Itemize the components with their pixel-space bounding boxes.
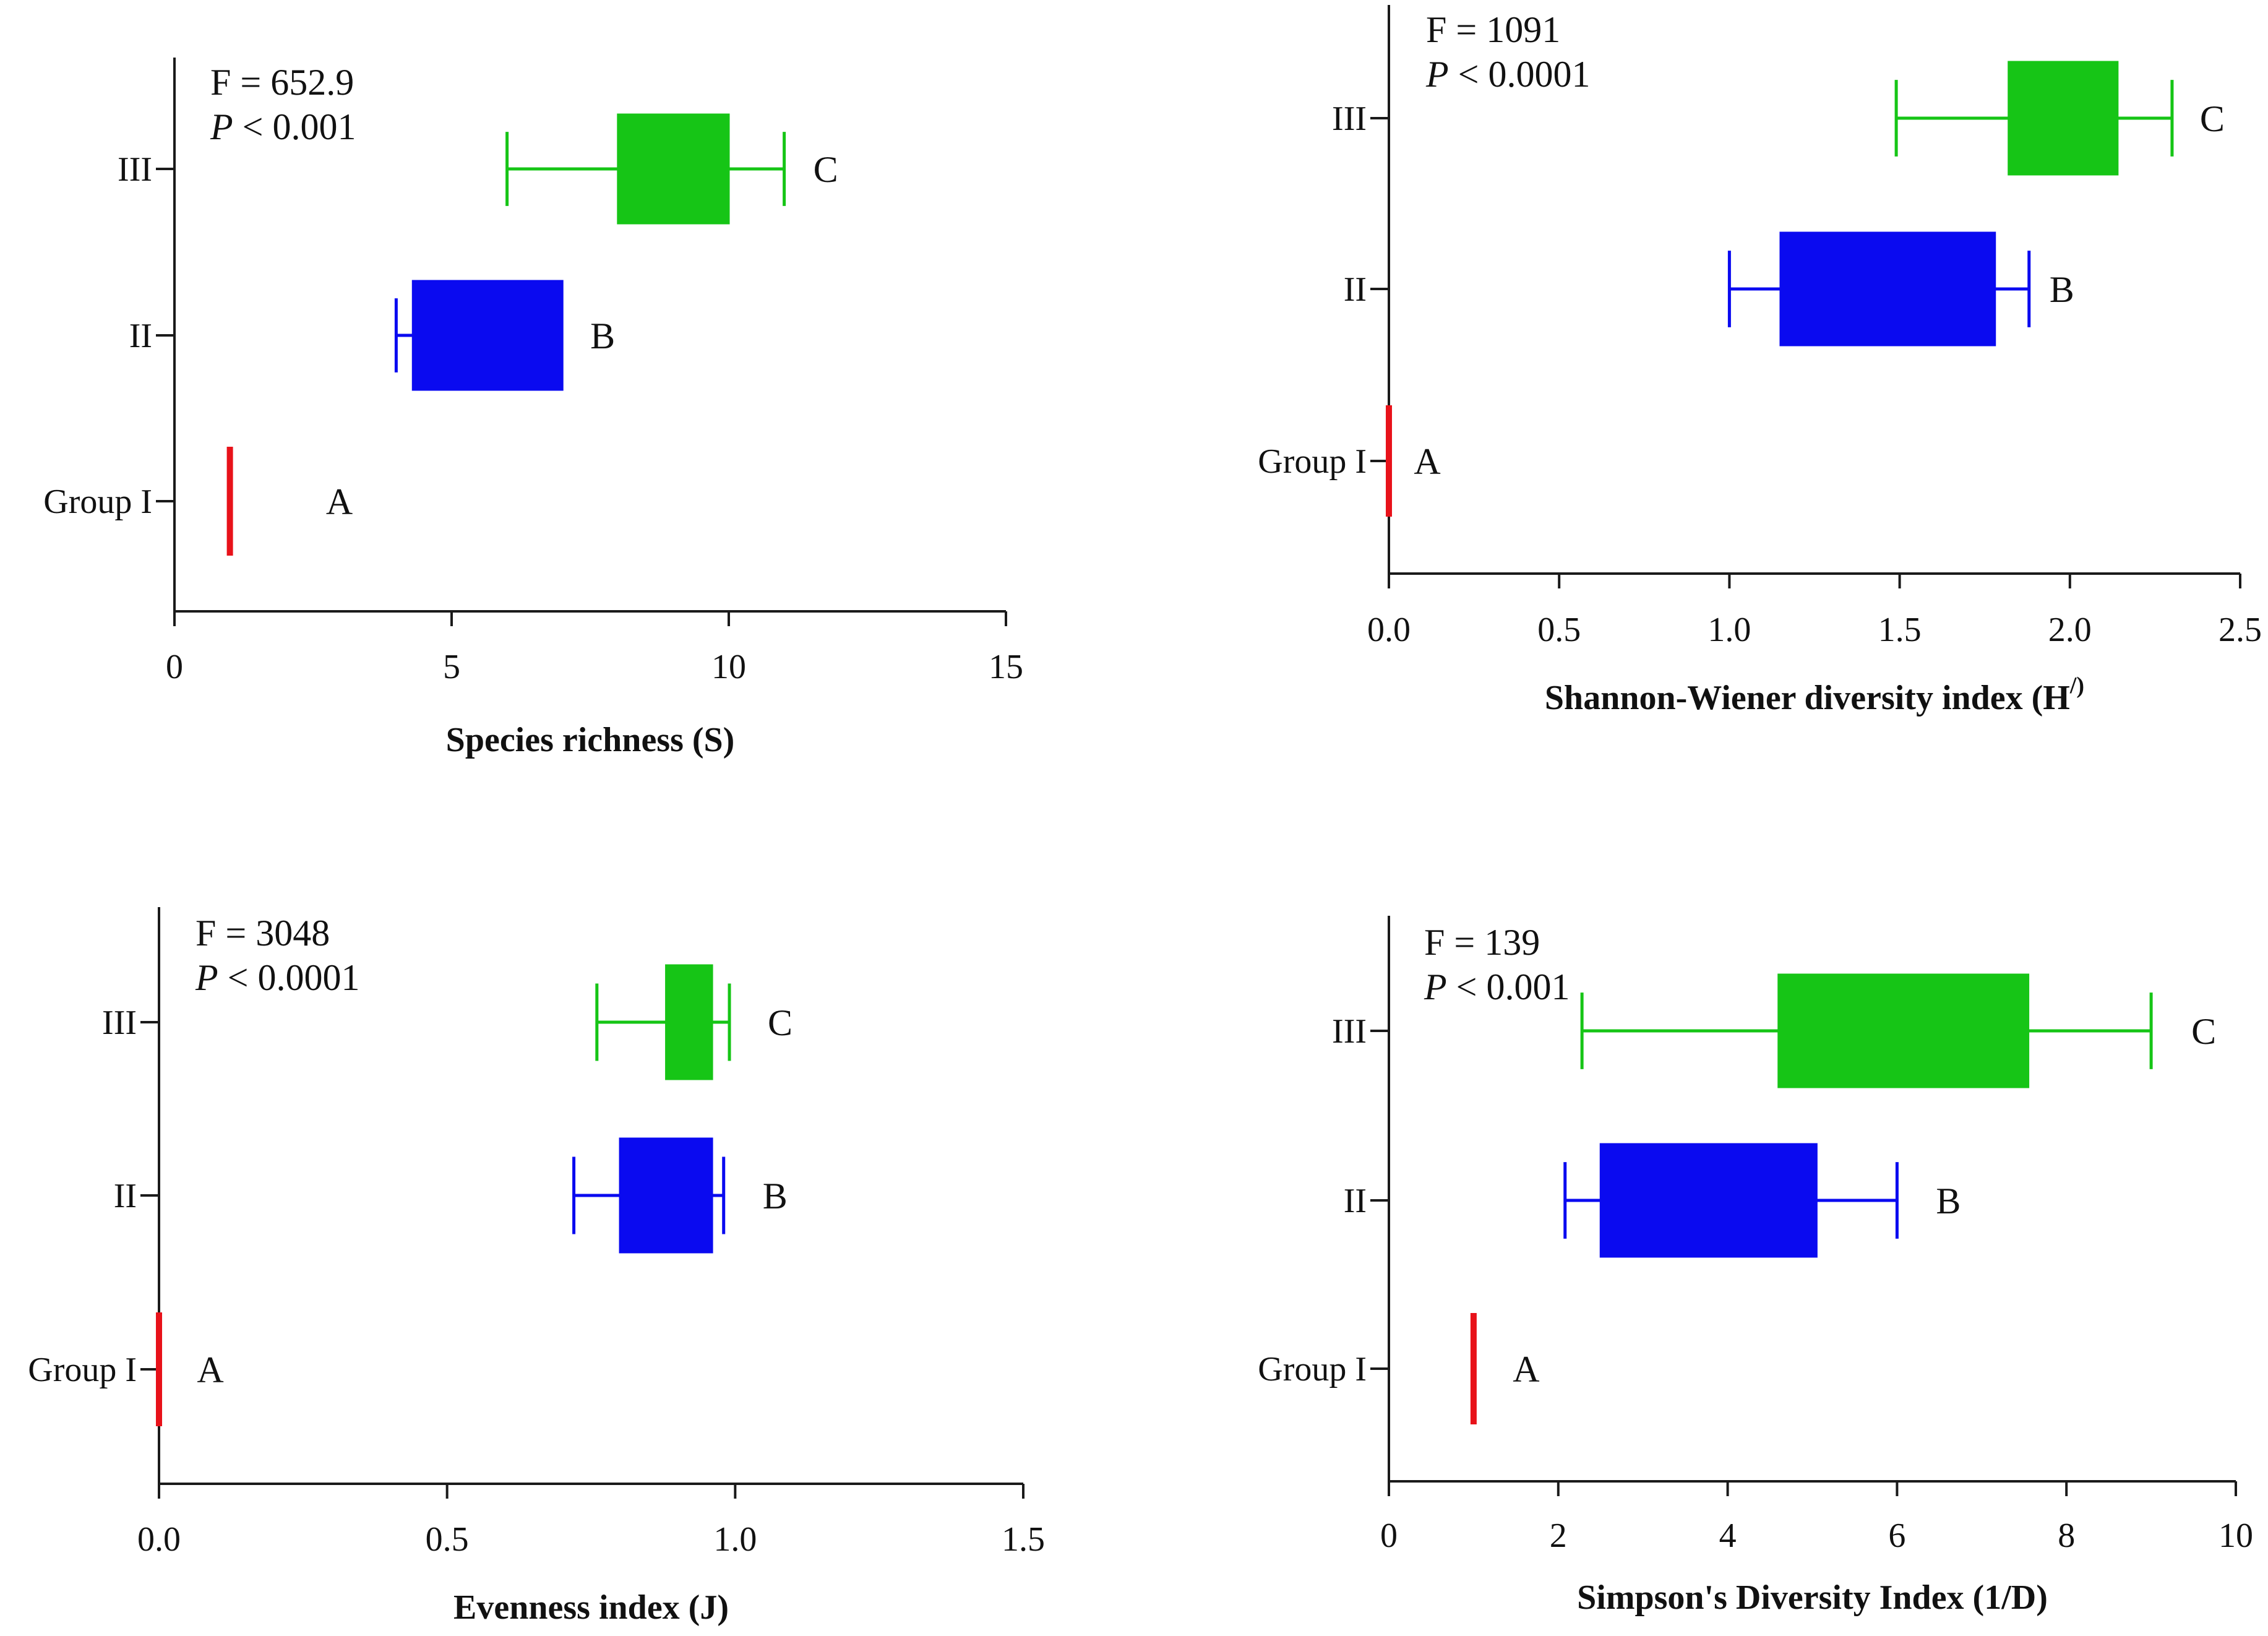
y-tick-label: III [118, 150, 152, 189]
p-symbol: P [195, 957, 218, 998]
iqr-box [665, 964, 713, 1080]
f-statistic: F = 652.9 [210, 62, 354, 103]
x-axis-title: Species richness (S) [446, 721, 735, 759]
x-tick-label: 1.0 [713, 1520, 757, 1559]
iqr-box [617, 113, 730, 225]
shannon-wiener-panel: 0.0 0.5 1.0 1.5 2.0 2.5 Shannon-Wiener diversi… [1258, 5, 2262, 717]
p-value: P < 0.0001 [195, 957, 360, 998]
x-axis-title: Simpson's Diversity Index (1/D) [1577, 1578, 2048, 1617]
p-value: P < 0.001 [1424, 967, 1570, 1007]
x-tick-label: 0 [166, 648, 183, 686]
iqr-box [1599, 1143, 1818, 1258]
x-axis-title-text: Simpson's Diversity Index (1/D) [1577, 1578, 2048, 1617]
significance-letter: B [1936, 1181, 1961, 1221]
p-rest: < 0.001 [233, 106, 356, 147]
x-tick-label: 4 [1719, 1517, 1737, 1555]
significance-letter: C [2191, 1011, 2216, 1052]
iqr-box [619, 1137, 713, 1254]
p-rest: < 0.0001 [218, 957, 360, 998]
p-symbol: P [1425, 54, 1449, 95]
significance-letter: A [1513, 1349, 1539, 1390]
iqr-box [2008, 61, 2119, 176]
p-rest: < 0.001 [1447, 967, 1570, 1007]
x-axis-title-superscript: /) [2069, 673, 2084, 699]
species-richness-panel: 0 5 10 15 Species richness (S) F = 652.9P < 0… [43, 58, 1023, 759]
iqr-box [411, 280, 564, 391]
f-statistic: F = 3048 [195, 913, 330, 954]
x-tick-label: 0.0 [1367, 611, 1411, 649]
y-tick-label: Group I [1258, 442, 1367, 481]
y-tick-label: II [129, 317, 152, 355]
y-tick-label: Group I [43, 483, 152, 521]
y-tick-label: Group I [28, 1351, 137, 1389]
significance-letter: B [590, 316, 615, 356]
p-symbol: P [1424, 967, 1447, 1007]
x-axis-title: Evenness index (J) [453, 1588, 729, 1627]
x-tick-label: 0 [1380, 1517, 1398, 1555]
x-tick-label: 0.0 [137, 1520, 181, 1559]
iqr-box [1777, 973, 2030, 1088]
x-tick-label: 1.0 [1707, 611, 1751, 649]
x-axis-title-text: Species richness (S) [446, 721, 735, 759]
significance-letter: A [1414, 441, 1440, 482]
x-axis-title-text: Shannon-Wiener diversity index (H [1545, 679, 2070, 717]
x-tick-label: 0.5 [426, 1520, 469, 1559]
x-tick-label: 2.0 [2048, 611, 2092, 649]
significance-letter: B [763, 1176, 788, 1216]
x-tick-label: 6 [1888, 1517, 1905, 1555]
x-tick-label: 0.5 [1537, 611, 1581, 649]
x-tick-label: 10 [711, 648, 746, 686]
x-tick-label: 2.5 [2219, 611, 2262, 649]
y-tick-label: Group I [1258, 1350, 1367, 1388]
significance-letter: A [326, 481, 353, 522]
x-tick-label: 2 [1550, 1517, 1567, 1555]
significance-letter: C [768, 1002, 793, 1043]
x-tick-label: 10 [2219, 1517, 2253, 1555]
simpson-panel: 0 2 4 6 8 10 Simpson's Diversity Index (1/D) F … [1258, 916, 2253, 1617]
x-tick-label: 5 [443, 648, 460, 686]
y-tick-label: II [114, 1177, 137, 1215]
p-value: P < 0.0001 [1425, 54, 1591, 95]
x-tick-label: 8 [2058, 1517, 2075, 1555]
x-tick-label: 15 [989, 648, 1023, 686]
x-axis-title: Shannon-Wiener diversity index (H/) [1545, 673, 2084, 717]
iqr-box [1779, 231, 1996, 347]
significance-letter: B [2050, 269, 2074, 310]
y-tick-label: III [1332, 1012, 1367, 1051]
significance-letter: C [814, 149, 838, 190]
x-tick-label: 1.5 [1002, 1520, 1045, 1559]
f-statistic: F = 1091 [1426, 9, 1560, 50]
y-tick-label: II [1344, 1182, 1367, 1220]
y-tick-label: III [1332, 100, 1367, 138]
x-tick-label: 1.5 [1878, 611, 1922, 649]
f-statistic: F = 139 [1424, 922, 1540, 963]
y-tick-label: III [102, 1004, 137, 1042]
p-value: P < 0.001 [210, 106, 356, 147]
p-rest: < 0.0001 [1449, 54, 1591, 95]
significance-letter: A [197, 1350, 223, 1390]
x-axis-title-text: Evenness index (J) [453, 1588, 729, 1627]
y-tick-label: II [1344, 270, 1367, 309]
significance-letter: C [2200, 98, 2225, 139]
evenness-panel: 0.0 0.5 1.0 1.5 Evenness index (J) F = 3048P … [28, 907, 1045, 1627]
p-symbol: P [210, 106, 233, 147]
